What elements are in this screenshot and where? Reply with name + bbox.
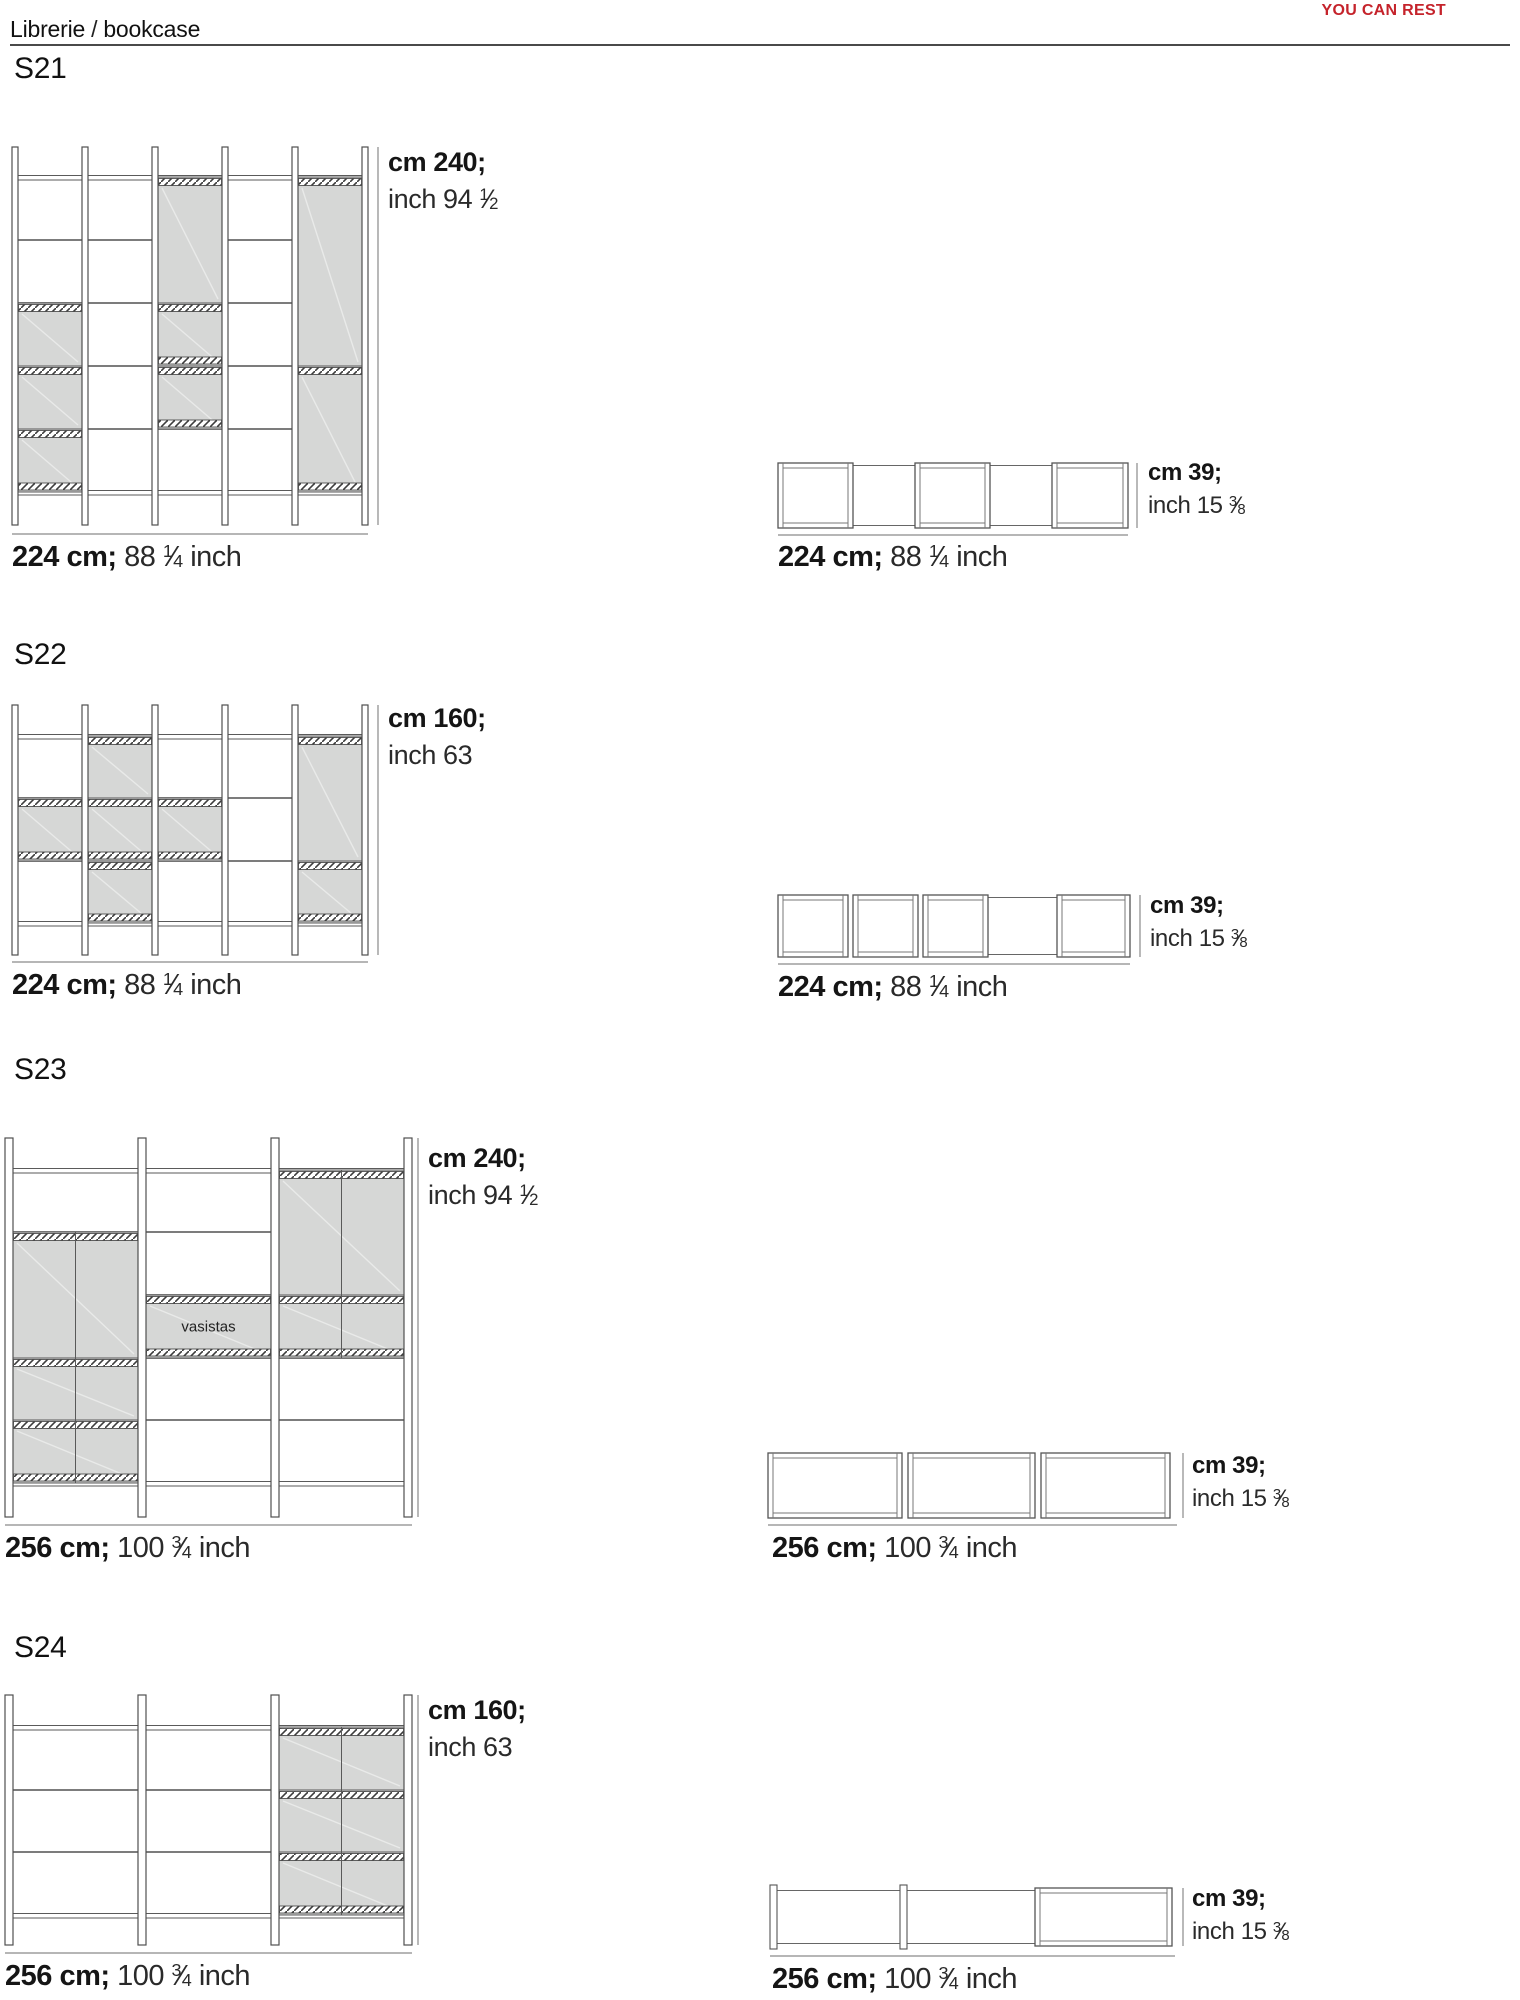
s24-width-inch: 100 3⁄4 inch [117,1960,251,1992]
s24-plan-width-inch: 100 3⁄4 inch [884,1963,1018,1995]
s22-plan-width-dimension: 224 cm; 88 1⁄4 inch [778,971,1008,1004]
s21-height-dimension: cm 240; inch 94 1⁄2 [388,144,498,218]
svg-text:vasistas: vasistas [181,1319,235,1336]
s21-width-inch: 88 1⁄4 inch [124,541,242,573]
s24-plan-width-dimension: 256 cm; 100 3⁄4 inch [772,1963,1018,1996]
s23-plan-width-cm: 256 cm; [772,1532,877,1564]
s22-plan-width-inch: 88 1⁄4 inch [890,971,1008,1003]
s21-width-cm: 224 cm; [12,541,117,573]
s22-depth-inch: inch 15 3⁄8 [1150,925,1248,952]
page-title-secondary: bookcase [103,16,201,42]
s22-width-cm: 224 cm; [12,969,117,1001]
s23-width-cm: 256 cm; [5,1532,110,1564]
s23-width-dimension: 256 cm; 100 3⁄4 inch [5,1532,251,1565]
brand-logo: YOU CAN REST [1321,2,1446,19]
model-title-s23: S23 [14,1053,67,1086]
s24-height-dimension: cm 160; inch 63 [428,1692,526,1766]
s23-height-cm: cm 240; [428,1143,526,1173]
s23-depth-inch: inch 15 3⁄8 [1192,1485,1290,1512]
s23-depth-cm: cm 39; [1192,1452,1266,1479]
s24-depth-dimension: cm 39; inch 15 3⁄8 [1192,1882,1290,1948]
s24-width-dimension: 256 cm; 100 3⁄4 inch [5,1960,251,1993]
s22-width-dimension: 224 cm; 88 1⁄4 inch [12,969,242,1002]
model-title-s24: S24 [14,1631,67,1664]
s24-depth-cm: cm 39; [1192,1885,1266,1912]
s21-depth-inch: inch 15 3⁄8 [1148,492,1246,519]
s23-plan-width-inch: 100 3⁄4 inch [884,1532,1018,1564]
s21-plan-width-dimension: 224 cm; 88 1⁄4 inch [778,541,1008,574]
s21-height-inch: inch 94 1⁄2 [388,184,498,214]
s23-plan-width-dimension: 256 cm; 100 3⁄4 inch [772,1532,1018,1565]
page-title-separator: / [91,16,98,42]
s24-width-cm: 256 cm; [5,1960,110,1992]
s24-plan-width-cm: 256 cm; [772,1963,877,1995]
s21-depth-dimension: cm 39; inch 15 3⁄8 [1148,456,1246,522]
header-divider [10,44,1510,46]
s21-depth-cm: cm 39; [1148,459,1222,486]
s22-plan-width-cm: 224 cm; [778,971,883,1003]
s22-height-dimension: cm 160; inch 63 [388,700,486,774]
s24-height-cm: cm 160; [428,1695,526,1725]
page-title-primary: Librerie [10,16,86,42]
s22-width-inch: 88 1⁄4 inch [124,969,242,1001]
s23-width-inch: 100 3⁄4 inch [117,1532,251,1564]
s21-height-cm: cm 240; [388,147,486,177]
model-title-s21: S21 [14,52,67,85]
model-title-s22: S22 [14,638,67,671]
s23-height-dimension: cm 240; inch 94 1⁄2 [428,1140,538,1214]
s21-width-dimension: 224 cm; 88 1⁄4 inch [12,541,242,574]
s21-plan-width-inch: 88 1⁄4 inch [890,541,1008,573]
s22-depth-dimension: cm 39; inch 15 3⁄8 [1150,889,1248,955]
s22-depth-cm: cm 39; [1150,892,1224,919]
s24-depth-inch: inch 15 3⁄8 [1192,1918,1290,1945]
s23-height-inch: inch 94 1⁄2 [428,1180,538,1210]
page-title: Librerie / bookcase [10,16,200,43]
s22-height-cm: cm 160; [388,703,486,733]
s24-height-inch: inch 63 [428,1732,513,1762]
s21-plan-width-cm: 224 cm; [778,541,883,573]
s22-height-inch: inch 63 [388,740,473,770]
s23-depth-dimension: cm 39; inch 15 3⁄8 [1192,1449,1290,1515]
